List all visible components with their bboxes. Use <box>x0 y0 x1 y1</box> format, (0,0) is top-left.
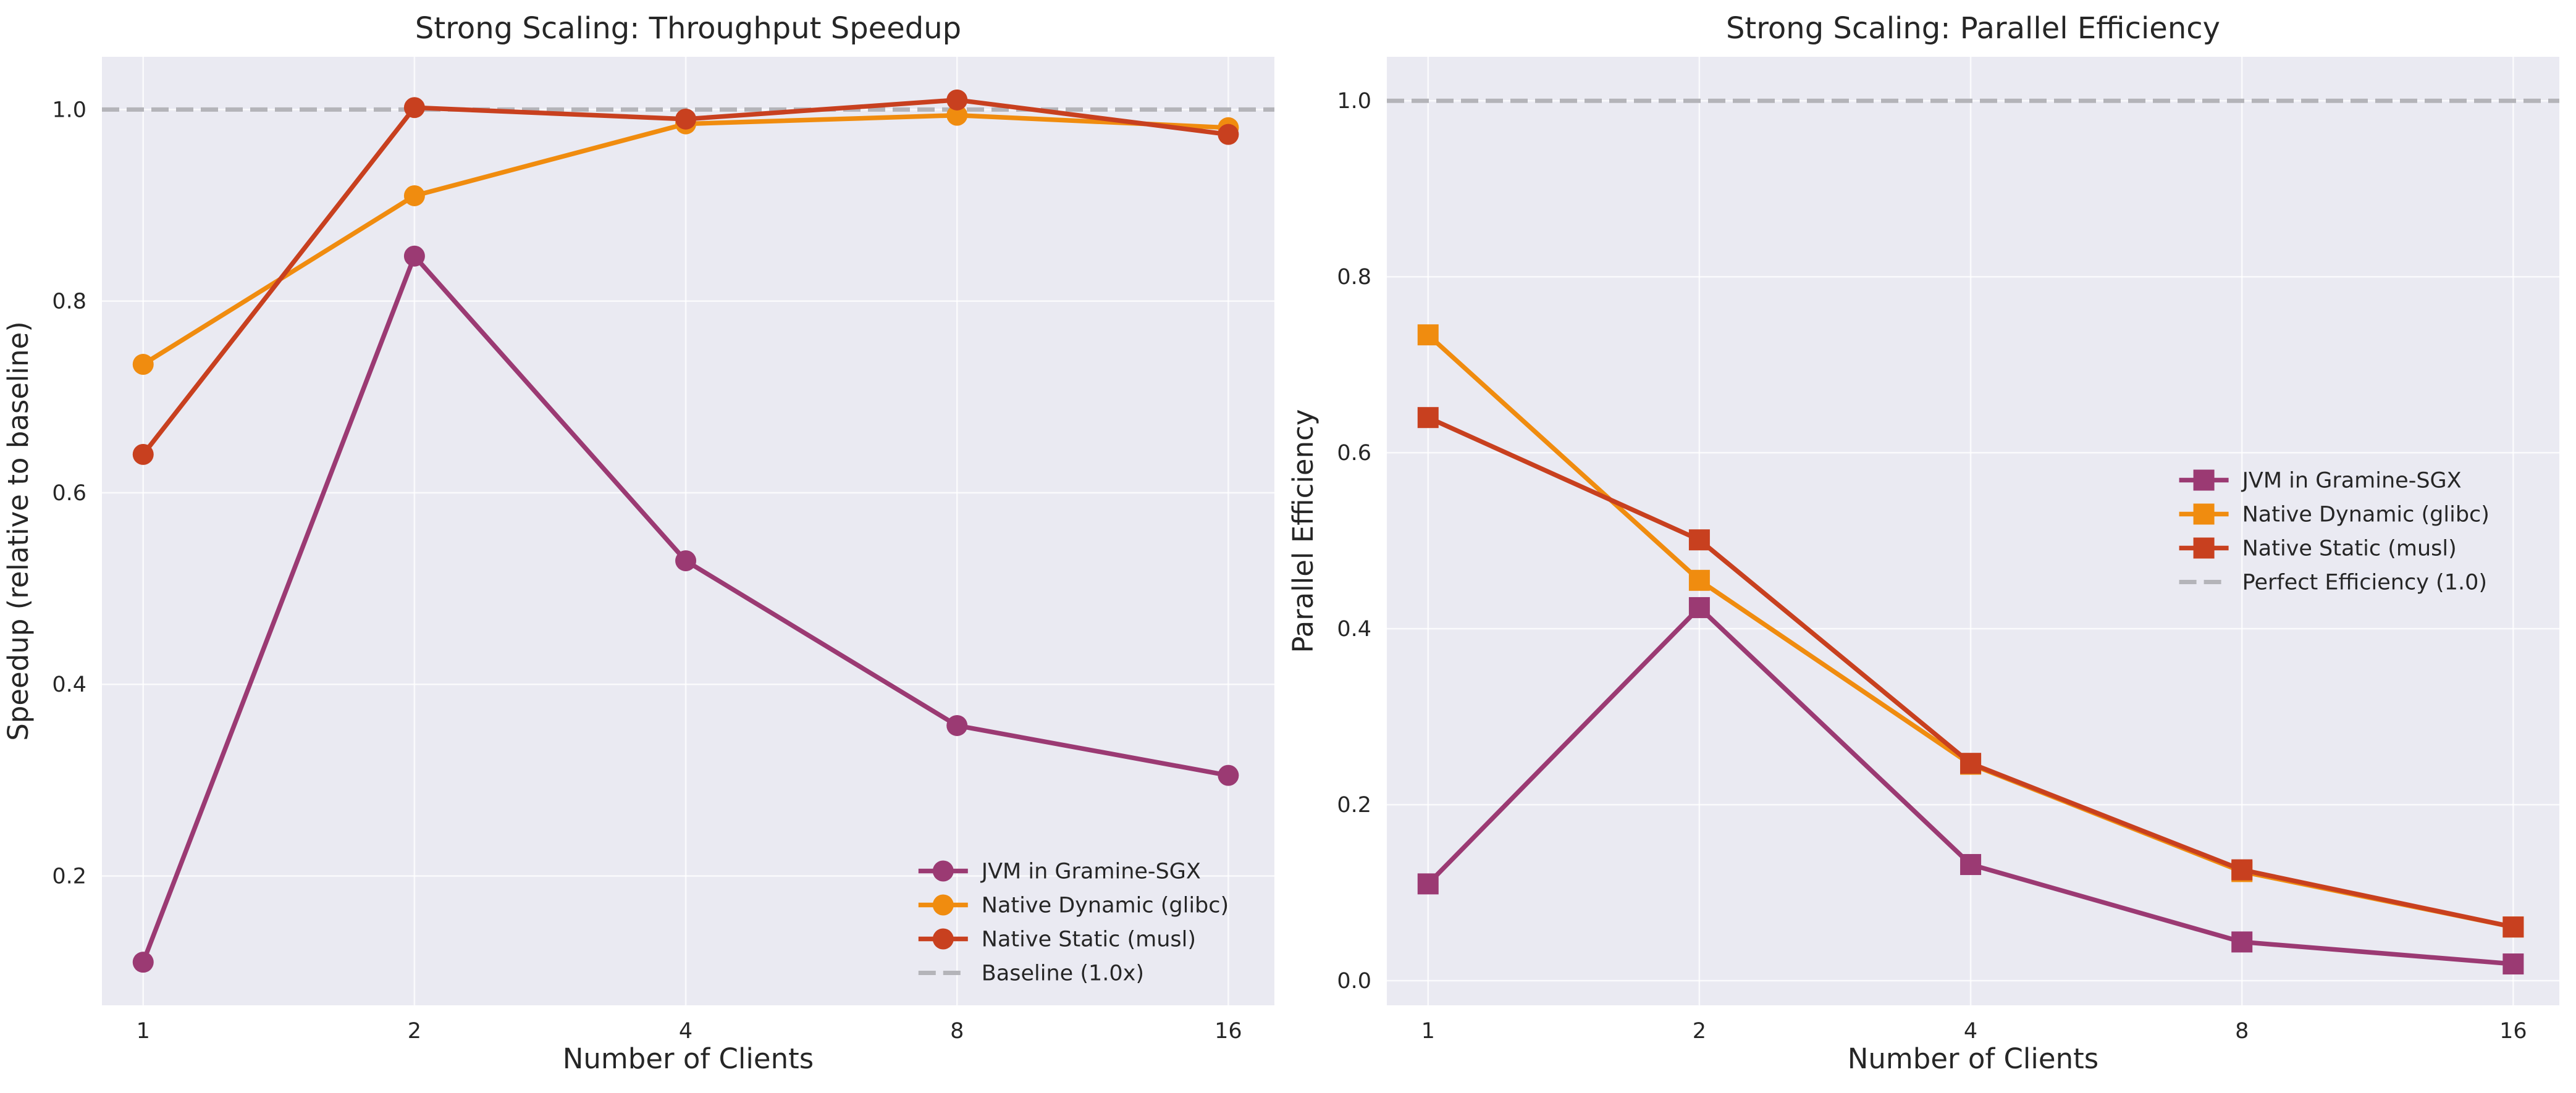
x-tick-label: 4 <box>679 1019 692 1044</box>
data-point <box>132 354 154 375</box>
data-point <box>946 714 968 736</box>
data-point <box>1218 764 1239 786</box>
y-tick-label: 0.8 <box>1337 265 1371 290</box>
legend: JVM in Gramine-SGX Native Dynamic (glibc)… <box>918 860 1229 986</box>
data-point <box>1688 529 1710 551</box>
x-axis-label: Number of Clients <box>1848 1042 2098 1075</box>
x-tick-label: 2 <box>408 1019 421 1044</box>
data-point <box>1417 873 1439 895</box>
data-point <box>2231 859 2253 881</box>
x-tick-label: 8 <box>2235 1019 2249 1044</box>
legend-label: Baseline (1.0x) <box>982 961 1144 986</box>
legend-marker <box>932 894 954 916</box>
y-axis-label: Parallel Efficiency <box>1287 409 1320 653</box>
data-point <box>675 108 697 130</box>
data-point <box>1417 407 1439 429</box>
y-tick-label: 0.8 <box>52 290 86 314</box>
legend-label: JVM in Gramine-SGX <box>980 860 1201 884</box>
y-tick-label: 0.4 <box>1337 617 1371 642</box>
x-tick-label: 16 <box>1214 1019 1242 1044</box>
legend: JVM in Gramine-SGX Native Dynamic (glibc)… <box>2179 469 2490 595</box>
x-tick-label: 1 <box>1421 1019 1435 1044</box>
data-point <box>2231 931 2253 953</box>
data-point <box>403 245 425 267</box>
y-tick-label: 1.0 <box>52 98 86 122</box>
data-point <box>2502 916 2524 938</box>
plot-area <box>1387 57 2559 1005</box>
x-axis-label: Number of Clients <box>563 1042 814 1075</box>
data-point <box>132 443 154 465</box>
legend-label: Native Static (musl) <box>982 928 1196 952</box>
speedup-panel: 1 2 4 8 16 0.2 0.4 0.6 0.8 1.0 Strong Scaling: Thr… <box>2 11 1274 1075</box>
x-tick-label: 8 <box>950 1019 964 1044</box>
data-point <box>2502 953 2524 975</box>
y-tick-label: 1.0 <box>1337 89 1371 114</box>
data-point <box>1688 597 1710 618</box>
data-point <box>1218 124 1239 145</box>
legend-label: Native Static (musl) <box>2242 537 2457 561</box>
y-tick-label: 0.2 <box>52 865 86 889</box>
legend-marker <box>932 860 954 882</box>
y-tick-label: 0.6 <box>52 481 86 506</box>
data-point <box>1688 569 1710 591</box>
data-point <box>946 89 968 111</box>
x-tick-label: 4 <box>1964 1019 1977 1044</box>
chart-title: Strong Scaling: Throughput Speedup <box>415 11 961 46</box>
x-tick-label: 16 <box>2499 1019 2527 1044</box>
data-point <box>1960 753 1982 774</box>
y-tick-label: 0.0 <box>1337 969 1371 994</box>
y-axis-label: Speedup (relative to baseline) <box>2 321 35 741</box>
y-tick-label: 0.4 <box>52 672 86 697</box>
data-point <box>1960 854 1982 876</box>
legend-label: Native Dynamic (glibc) <box>982 894 1229 918</box>
plot-area <box>102 57 1274 1005</box>
legend-marker <box>2193 469 2215 491</box>
legend-marker <box>2193 537 2215 559</box>
x-tick-label: 1 <box>137 1019 150 1044</box>
chart-title: Strong Scaling: Parallel Efficiency <box>1726 11 2220 46</box>
data-point <box>1417 324 1439 346</box>
legend-label: Perfect Efficiency (1.0) <box>2242 571 2487 595</box>
legend-label: Native Dynamic (glibc) <box>2242 503 2490 527</box>
data-point <box>132 952 154 973</box>
data-point <box>675 550 697 572</box>
data-point <box>403 185 425 206</box>
legend-label: JVM in Gramine-SGX <box>2241 469 2462 493</box>
data-point <box>403 97 425 119</box>
x-tick-label: 2 <box>1693 1019 1706 1044</box>
y-tick-label: 0.6 <box>1337 441 1371 466</box>
efficiency-panel: 1 2 4 8 16 0.0 0.2 0.4 0.6 0.8 1.0 Strong Scaling: … <box>1287 11 2559 1075</box>
legend-marker <box>2193 503 2215 525</box>
y-tick-label: 0.2 <box>1337 793 1371 818</box>
legend-marker <box>932 928 954 950</box>
data-point <box>946 104 968 126</box>
